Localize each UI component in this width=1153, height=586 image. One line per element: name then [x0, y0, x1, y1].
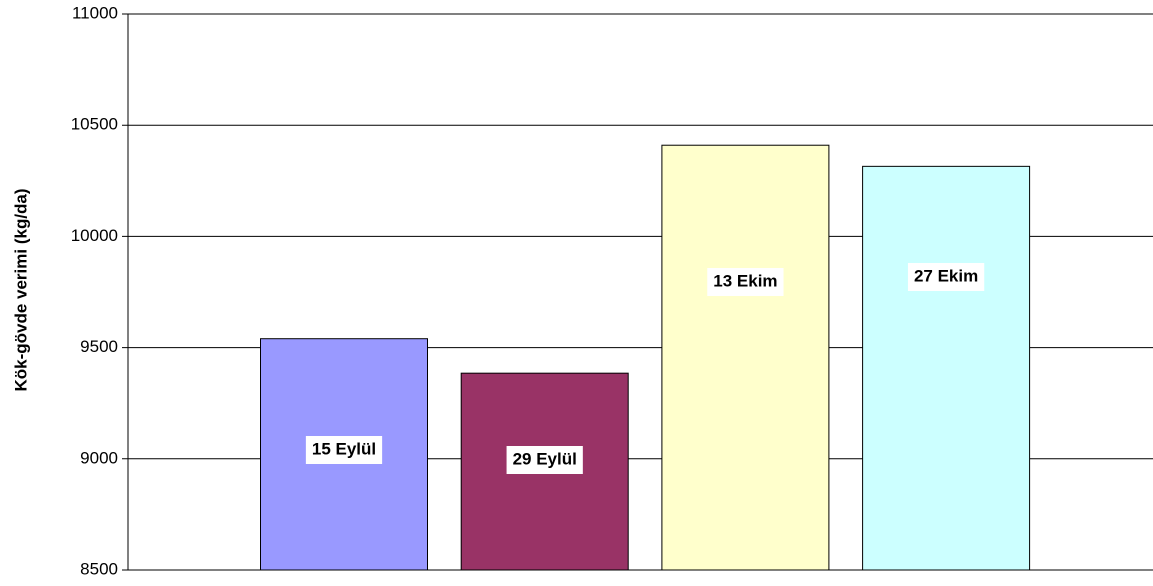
- bar-label: 15 Eylül: [312, 439, 376, 458]
- label-box: [707, 268, 784, 296]
- label-box: [305, 436, 383, 464]
- bar: [862, 165, 1031, 571]
- y-axis-label: Kök-gövde verimi (kg/da): [11, 188, 30, 391]
- bar-label: 27 Ekim: [914, 266, 978, 285]
- y-tick-label: 8500: [80, 559, 118, 578]
- bar-label: 29 Eylül: [513, 449, 577, 468]
- y-tick-label: 11000: [72, 3, 118, 22]
- label-box: [907, 263, 985, 291]
- y-tick-label: 10000: [71, 226, 118, 245]
- y-tick-label: 9500: [80, 337, 118, 356]
- y-tick-label: 10500: [71, 115, 118, 134]
- bar: [661, 144, 830, 571]
- bar-label: 13 Ekim: [713, 271, 777, 290]
- label-box: [506, 446, 583, 474]
- y-tick-label: 9000: [80, 448, 118, 467]
